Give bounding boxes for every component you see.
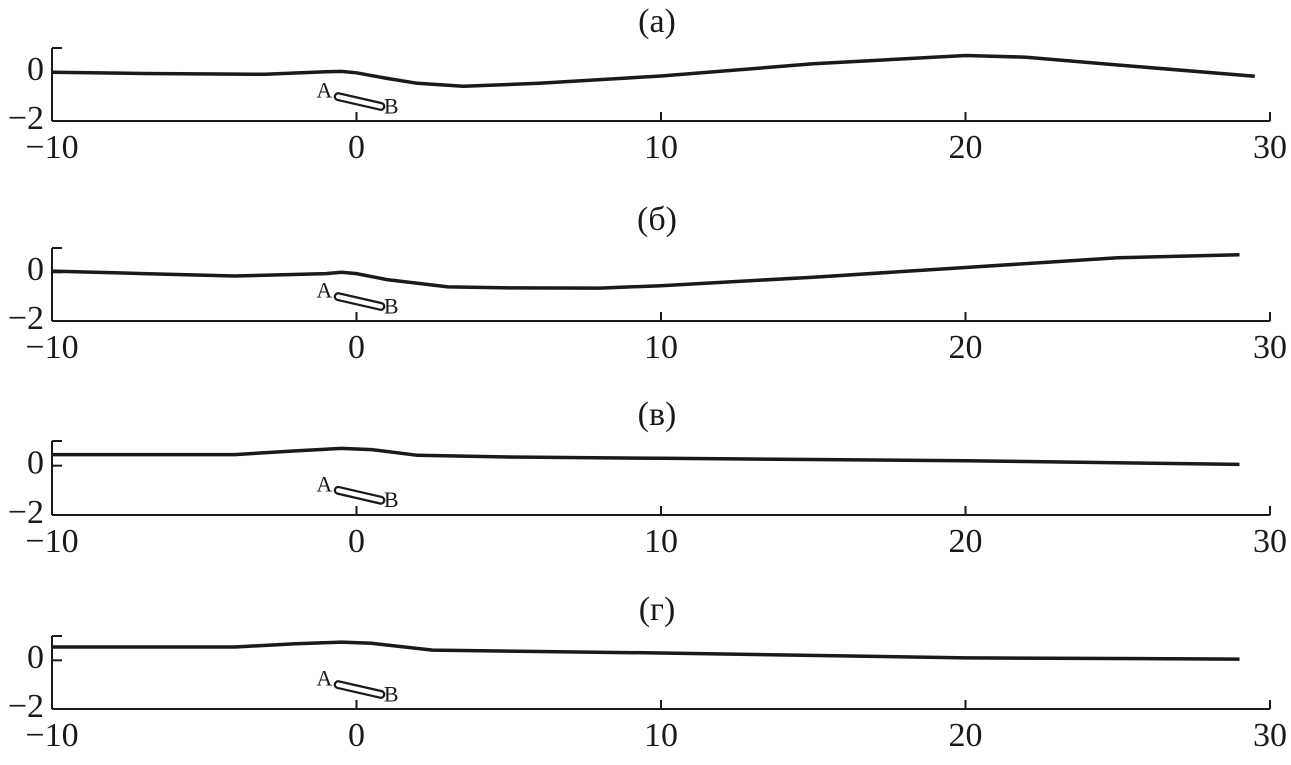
x-tick-label: 0 xyxy=(348,717,365,754)
x-tick-label: 20 xyxy=(949,129,983,166)
y-tick-label: −2 xyxy=(8,688,44,725)
x-tick-label: 0 xyxy=(348,129,365,166)
panel-title: (б) xyxy=(637,201,677,238)
x-tick-label: 10 xyxy=(644,523,678,560)
annotation: B xyxy=(384,681,399,706)
curve xyxy=(52,446,1240,467)
annotation: B xyxy=(384,93,399,118)
curve xyxy=(51,53,1255,88)
annotation: A xyxy=(316,471,332,496)
x-tick-label: −10 xyxy=(25,717,78,754)
x-tick-label: 10 xyxy=(644,129,678,166)
x-tick-label: −10 xyxy=(25,523,78,560)
x-tick-label: 0 xyxy=(348,523,365,560)
x-tick-label: 30 xyxy=(1253,717,1287,754)
annotation: A xyxy=(316,278,332,303)
airfoil-inner xyxy=(335,94,384,109)
panel: (а) −10 0 10 20 30 −2 0 A B xyxy=(8,3,1287,166)
airfoil-inner xyxy=(335,294,384,309)
x-tick-label: 20 xyxy=(949,329,983,366)
x-tick-label: 10 xyxy=(644,717,678,754)
y-tick-label: 0 xyxy=(27,251,44,288)
y-tick-label: −2 xyxy=(8,300,44,337)
x-tick-label: 0 xyxy=(348,329,365,366)
x-tick-label: −10 xyxy=(25,129,78,166)
y-tick-label: 0 xyxy=(27,639,44,676)
panel: (б) −10 0 10 20 30 −2 0 A B xyxy=(8,201,1287,366)
panel: (в) −10 0 10 20 30 −2 0 A B xyxy=(8,396,1287,560)
x-tick-label: 10 xyxy=(644,329,678,366)
y-tick-label: 0 xyxy=(27,51,44,88)
airfoil-inner xyxy=(335,488,384,503)
y-tick-label: 0 xyxy=(27,444,44,481)
annotation: A xyxy=(316,666,332,691)
curve xyxy=(51,253,1240,290)
airfoil-inner xyxy=(335,682,384,697)
x-tick-label: 30 xyxy=(1253,129,1287,166)
annotation: B xyxy=(384,487,399,512)
x-tick-label: −10 xyxy=(25,329,78,366)
panel: (г) −10 0 10 20 30 −2 0 A B xyxy=(8,591,1287,754)
x-tick-label: 30 xyxy=(1253,523,1287,560)
annotation: A xyxy=(316,78,332,103)
curve xyxy=(52,640,1240,661)
y-tick-label: −2 xyxy=(8,494,44,531)
x-tick-label: 30 xyxy=(1253,329,1287,366)
x-tick-label: 20 xyxy=(949,523,983,560)
y-tick-label: −2 xyxy=(8,100,44,137)
panel-title: (г) xyxy=(639,591,676,628)
x-tick-label: 20 xyxy=(949,717,983,754)
panel-title: (а) xyxy=(638,3,676,40)
panel-title: (в) xyxy=(638,396,677,433)
annotation: B xyxy=(384,293,399,318)
